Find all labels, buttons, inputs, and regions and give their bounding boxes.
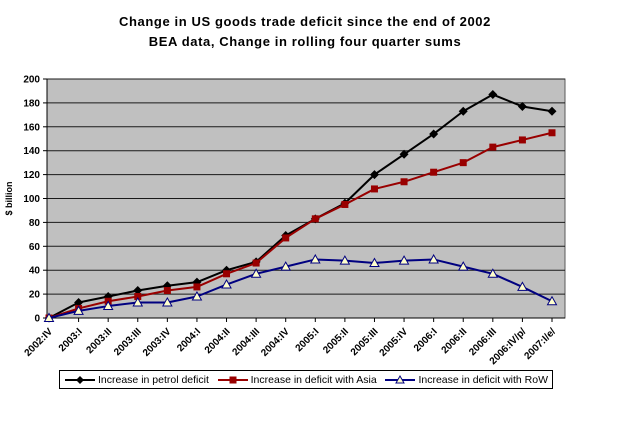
legend-item-row: Increase in deficit with RoW bbox=[384, 374, 548, 386]
data-point-square bbox=[223, 270, 231, 278]
data-point-triangle bbox=[487, 268, 499, 278]
data-point-diamond bbox=[547, 106, 557, 116]
data-point-square bbox=[400, 178, 408, 186]
data-point-square bbox=[163, 287, 171, 295]
series-line-2 bbox=[48, 258, 553, 319]
data-point-square bbox=[548, 129, 556, 137]
data-point-square bbox=[282, 234, 290, 242]
data-point-triangle bbox=[309, 253, 321, 264]
data-point-diamond bbox=[488, 90, 498, 100]
data-point-triangle bbox=[43, 312, 55, 322]
data-point-triangle bbox=[221, 279, 232, 289]
y-axis-tick-label: 80 bbox=[29, 218, 41, 229]
data-point-square bbox=[193, 283, 201, 291]
x-axis-tick-label: 2003:III bbox=[112, 326, 144, 358]
legend-marker-row-triangle-icon bbox=[385, 374, 416, 383]
data-point-triangle bbox=[428, 253, 440, 264]
data-point-square bbox=[489, 143, 497, 151]
data-point-triangle bbox=[191, 290, 203, 301]
data-point-square bbox=[311, 215, 319, 223]
x-axis-tick-label: 2004:II bbox=[203, 326, 233, 356]
data-point-square bbox=[518, 136, 526, 144]
x-axis-tick-label: 2004:I bbox=[175, 326, 203, 354]
legend-marker-petrol-diamond-icon bbox=[65, 375, 95, 384]
x-axis-tick-label: 2005:I bbox=[294, 326, 322, 354]
data-point-square bbox=[459, 159, 467, 167]
data-point-triangle bbox=[517, 281, 528, 291]
y-axis-tick-label: 200 bbox=[23, 75, 40, 86]
x-axis-tick-label: 2006:II bbox=[440, 326, 470, 356]
x-axis-tick-label: 2002:IV bbox=[23, 326, 56, 359]
y-axis-tick-label: 160 bbox=[23, 122, 40, 133]
data-point-triangle bbox=[73, 305, 84, 315]
chart-title: Change in US goods trade deficit since t… bbox=[0, 12, 610, 52]
data-point-triangle bbox=[369, 257, 380, 268]
legend-label-petrol: Increase in petrol deficit bbox=[98, 373, 209, 386]
data-point-triangle bbox=[280, 261, 292, 271]
data-point-square bbox=[252, 259, 260, 267]
data-point-triangle bbox=[250, 268, 262, 278]
y-axis-title: $ billion bbox=[4, 181, 14, 215]
y-axis-tick-label: 60 bbox=[29, 242, 41, 253]
y-axis-tick-label: 0 bbox=[34, 314, 40, 325]
x-axis-tick-label: 2004:III bbox=[230, 326, 262, 358]
data-point-square bbox=[134, 292, 142, 300]
data-point-diamond bbox=[517, 101, 527, 111]
x-axis-tick-label: 2003:IV bbox=[141, 326, 174, 359]
data-point-triangle bbox=[398, 255, 410, 265]
y-axis-tick-label: 100 bbox=[23, 194, 40, 205]
data-point-diamond bbox=[369, 170, 379, 180]
x-axis-tick-label: 2005:II bbox=[321, 326, 351, 356]
data-point-triangle bbox=[339, 255, 351, 265]
legend: Increase in petrol deficit Increase in d… bbox=[59, 370, 553, 389]
legend-item-petrol: Increase in petrol deficit bbox=[64, 374, 209, 386]
x-axis-tick-label: 2005:IV bbox=[378, 326, 411, 359]
data-point-triangle bbox=[132, 296, 144, 307]
x-axis-tick-label: 2006:I bbox=[412, 326, 440, 354]
y-axis-tick-label: 40 bbox=[29, 266, 41, 277]
chart-title-line1: Change in US goods trade deficit since t… bbox=[119, 14, 491, 29]
legend-label-asia: Increase in deficit with Asia bbox=[250, 373, 377, 386]
data-point-diamond bbox=[429, 129, 439, 139]
y-axis-tick-label: 140 bbox=[23, 146, 40, 157]
data-point-square bbox=[370, 185, 378, 193]
legend-label-row: Increase in deficit with RoW bbox=[418, 373, 548, 386]
data-point-diamond bbox=[458, 106, 468, 116]
data-point-square bbox=[430, 168, 438, 176]
y-axis-tick-label: 120 bbox=[23, 170, 40, 181]
x-axis-tick-label: 2004:IV bbox=[259, 326, 292, 359]
x-axis-tick-label: 2003:II bbox=[84, 326, 114, 356]
data-point-triangle bbox=[102, 300, 114, 311]
data-point-triangle bbox=[457, 261, 469, 271]
x-axis-tick-label: 2007:I/e/ bbox=[522, 326, 558, 362]
data-point-triangle bbox=[161, 296, 173, 307]
data-point-diamond bbox=[74, 297, 84, 307]
y-axis-tick-label: 20 bbox=[29, 290, 41, 301]
series-line-0 bbox=[48, 93, 553, 319]
data-point-square bbox=[341, 200, 349, 208]
series-line-1 bbox=[48, 131, 553, 319]
legend-marker-asia-square-icon bbox=[217, 376, 248, 383]
data-point-diamond bbox=[399, 149, 409, 159]
data-point-diamond bbox=[133, 286, 143, 296]
legend-item-asia: Increase in deficit with Asia bbox=[217, 374, 377, 386]
x-axis-tick-label: 2005:III bbox=[349, 326, 381, 358]
x-axis-tick-label: 2003:I bbox=[57, 326, 85, 354]
y-axis-tick-label: 180 bbox=[23, 98, 40, 109]
chart-title-line2: BEA data, Change in rolling four quarter… bbox=[148, 34, 462, 49]
data-point-triangle bbox=[546, 295, 558, 306]
